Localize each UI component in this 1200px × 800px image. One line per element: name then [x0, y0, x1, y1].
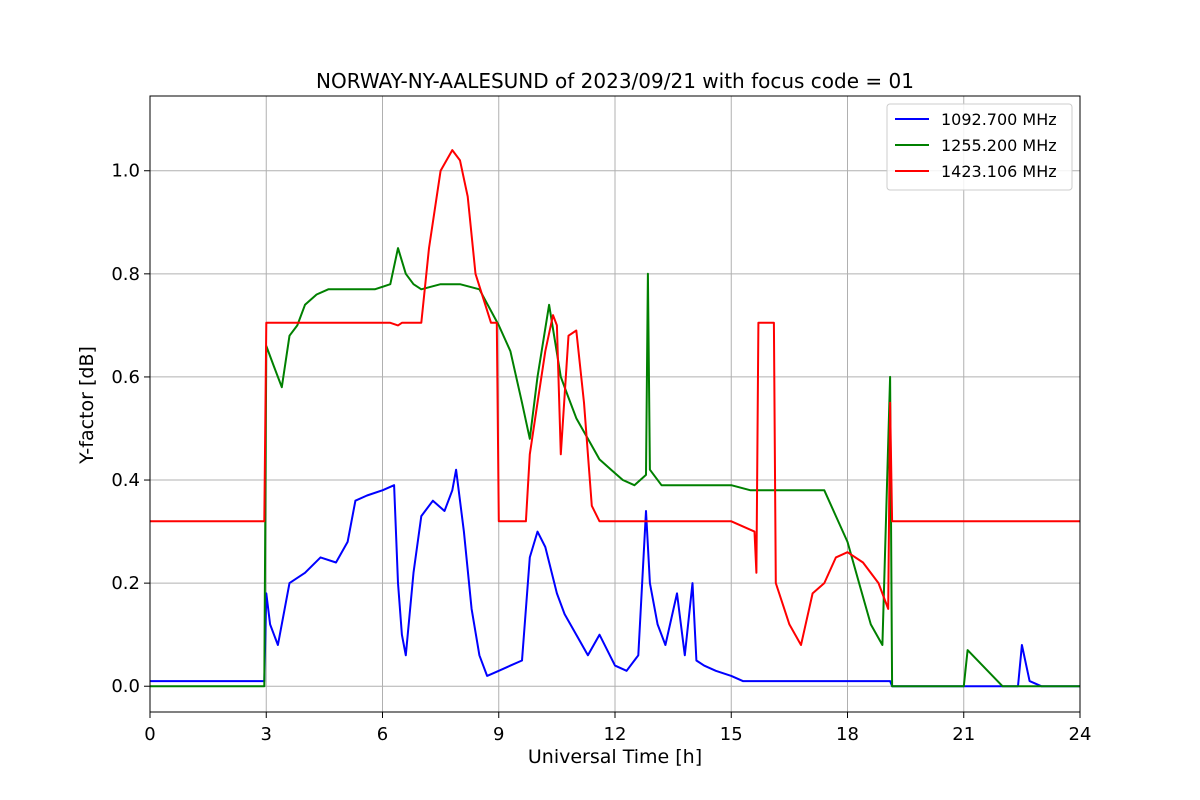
x-axis-label: Universal Time [h] [528, 746, 702, 768]
x-tick-label: 12 [604, 724, 627, 745]
x-tick-label: 18 [836, 724, 859, 745]
series-layer [150, 149, 1080, 688]
chart-title: NORWAY-NY-AALESUND of 2023/09/21 with fo… [316, 69, 914, 93]
x-tick-label: 3 [261, 724, 272, 745]
y-tick-label: 0.4 [111, 470, 140, 491]
legend-label: 1255.200 MHz [941, 136, 1057, 155]
legend-label: 1423.106 MHz [941, 162, 1057, 181]
y-tick-label: 0.8 [111, 264, 140, 285]
legend: 1092.700 MHz 1255.200 MHz 1423.106 MHz [886, 103, 1073, 191]
x-tick-label: 21 [952, 724, 975, 745]
y-tick-label: 1.0 [111, 161, 140, 182]
x-tick-label: 0 [144, 724, 155, 745]
y-tick-label: 0.2 [111, 573, 140, 594]
grid [149, 96, 1081, 712]
legend-label: 1092.700 MHz [941, 110, 1057, 129]
series-line-2 [150, 149, 1080, 646]
legend-box [886, 103, 1073, 191]
x-ticks: 0 3 6 9 12 15 18 21 24 [144, 712, 1091, 745]
y-ticks: 0.0 0.2 0.4 0.6 0.8 1.0 [111, 161, 150, 697]
y-tick-label: 0.0 [111, 676, 140, 697]
series-line-1 [150, 247, 1080, 688]
x-tick-label: 6 [377, 724, 388, 745]
x-tick-label: 15 [720, 724, 743, 745]
x-tick-label: 24 [1069, 724, 1092, 745]
x-tick-label: 9 [493, 724, 504, 745]
series-line-0 [150, 468, 1080, 688]
y-tick-label: 0.6 [111, 367, 140, 388]
y-axis-label: Y-factor [dB] [76, 346, 98, 465]
